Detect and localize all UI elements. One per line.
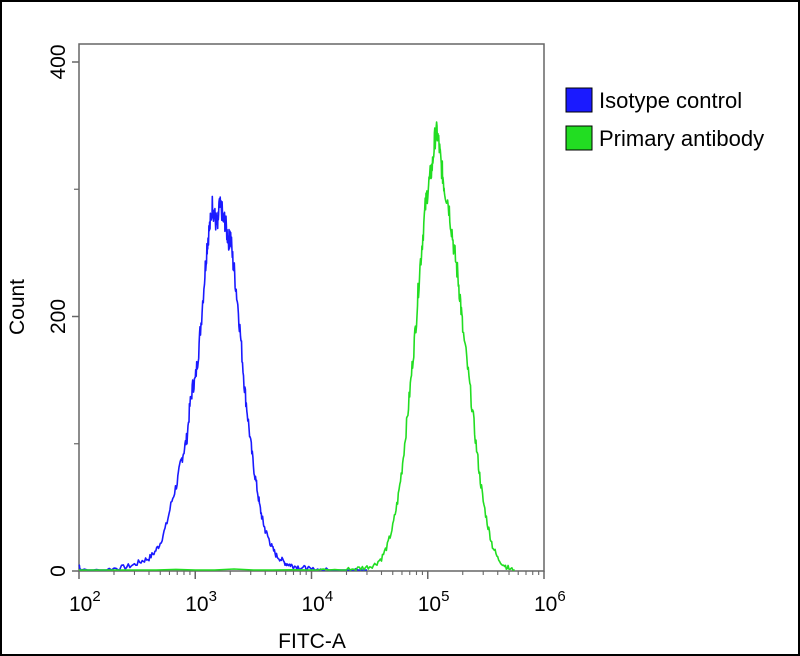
x-tick-base: 10: [534, 593, 557, 616]
x-tick-label: 103: [185, 588, 217, 616]
x-tick-exponent: 6: [557, 588, 565, 605]
legend-swatch: [565, 87, 593, 113]
series-line-primary-antibody: [79, 121, 515, 571]
x-tick-exponent: 3: [209, 588, 217, 605]
x-tick-label: 102: [69, 588, 101, 616]
legend: Isotype control Primary antibody: [565, 87, 764, 151]
y-tick-label: 200: [47, 299, 70, 334]
series-line-isotype-control: [78, 195, 367, 571]
x-tick-base: 10: [69, 593, 92, 616]
x-tick-label: 104: [302, 588, 334, 616]
x-tick-exponent: 4: [325, 588, 333, 605]
x-tick-label: 106: [534, 588, 566, 616]
y-tick-label: 400: [47, 44, 70, 79]
series-group: [78, 121, 515, 571]
plot-border: [78, 43, 545, 572]
y-axis: 0 200 400: [47, 44, 79, 577]
x-tick-exponent: 5: [441, 588, 449, 605]
x-tick-exponent: 2: [92, 588, 100, 605]
y-tick-label: 0: [47, 565, 70, 577]
legend-swatch: [565, 125, 593, 151]
x-tick-label: 105: [418, 588, 450, 616]
legend-label: Primary antibody: [599, 126, 764, 151]
x-tick-base: 10: [302, 593, 325, 616]
x-tick-base: 10: [185, 593, 208, 616]
y-axis-title: Count: [6, 279, 29, 335]
plot-area: [78, 43, 545, 572]
x-axis-title: FITC-A: [278, 630, 346, 653]
x-tick-base: 10: [418, 593, 441, 616]
legend-label: Isotype control: [599, 88, 742, 113]
x-axis: 102 103 104 105 106: [69, 571, 566, 616]
